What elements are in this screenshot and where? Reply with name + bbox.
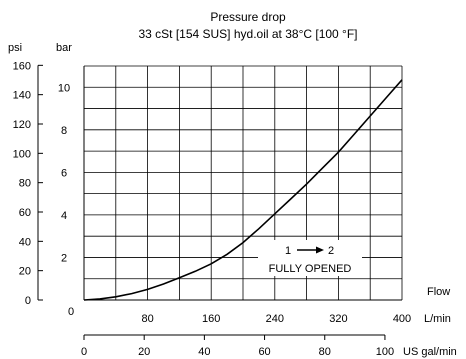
x-tick-label-gal: 60 xyxy=(258,346,270,358)
y-tick-label-bar: 8 xyxy=(61,125,67,137)
annotation-state: FULLY OPENED xyxy=(269,263,352,275)
y-tick-label-psi: 20 xyxy=(19,266,31,278)
y-tick-label-psi: 140 xyxy=(13,90,31,102)
x-tick-label-lmin: 240 xyxy=(266,313,284,325)
y-axis-label-bar: bar xyxy=(56,42,72,54)
y-tick-label-bar: 4 xyxy=(61,210,67,222)
x-tick-label-lmin: 320 xyxy=(329,313,347,325)
y-tick-label-psi: 80 xyxy=(19,178,31,190)
x-tick-label-gal: 40 xyxy=(198,346,210,358)
y-tick-label-bar: 2 xyxy=(61,252,67,264)
chart-subtitle: 33 cSt [154 SUS] hyd.oil at 38°C [100 °F… xyxy=(138,27,357,41)
x-tick-label-gal: 20 xyxy=(138,346,150,358)
y-tick-label-psi: 100 xyxy=(13,148,31,160)
x-tick-label-lmin: 160 xyxy=(202,313,220,325)
y-tick-label-psi: 120 xyxy=(13,119,31,131)
y-tick-label-psi: 60 xyxy=(19,207,31,219)
y-tick-label-psi: 160 xyxy=(13,60,31,72)
x-tick-label-lmin: 400 xyxy=(393,313,411,325)
x-tick-label-lmin: 80 xyxy=(141,313,153,325)
x-tick-label-lmin: 0 xyxy=(68,306,74,318)
annotation-to: 2 xyxy=(328,245,334,257)
y-tick-label-psi: 40 xyxy=(19,236,31,248)
x-axis-unit-lmin: L/min xyxy=(424,313,451,325)
pressure-drop-curve xyxy=(83,79,403,301)
x-tick-label-gal: 80 xyxy=(319,346,331,358)
axes xyxy=(37,64,402,340)
x-axis-label-flow: Flow xyxy=(427,286,450,298)
x-axis-unit-gal: US gal/min xyxy=(403,346,457,358)
annotation-from: 1 xyxy=(285,245,291,257)
y-tick-label-bar: 6 xyxy=(61,167,67,179)
y-tick-label-bar: 10 xyxy=(58,82,70,94)
annotation-background xyxy=(258,240,362,276)
y-axis-label-psi: psi xyxy=(8,42,22,54)
chart-title: Pressure drop xyxy=(210,10,286,24)
annotation-arrow-head xyxy=(316,246,324,254)
grid-lines xyxy=(84,65,403,300)
x-tick-label-gal: 100 xyxy=(376,346,394,358)
y-tick-label-psi: 0 xyxy=(25,295,31,307)
x-tick-label-gal: 0 xyxy=(81,346,87,358)
